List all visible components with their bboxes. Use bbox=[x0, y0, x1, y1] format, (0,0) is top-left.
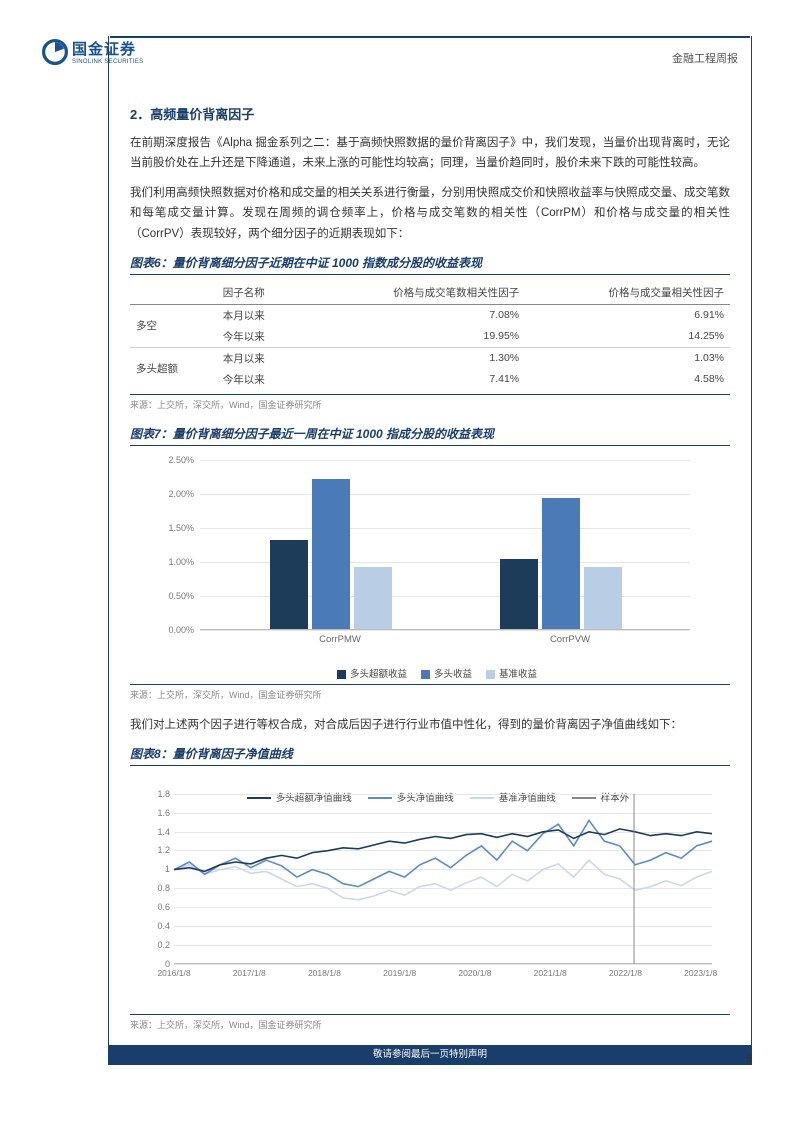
page-number: 6 bbox=[746, 1053, 752, 1065]
table-row: 今年以来19.95%14.25% bbox=[130, 326, 730, 348]
table-header bbox=[130, 281, 217, 305]
figure-7-title: 图表7：量价背离细分因子最近一周在中证 1000 指成分股的收益表现 bbox=[130, 425, 730, 446]
figure-6-source: 来源：上交所，深交所，Wind，国金证券研究所 bbox=[130, 394, 730, 411]
figure-7-chart: 0.00%0.50%1.00%1.50%2.00%2.50% CorrPMWCo… bbox=[150, 452, 710, 662]
table-row: 多空本月以来7.08%6.91% bbox=[130, 304, 730, 326]
logo-icon bbox=[42, 39, 68, 65]
bar bbox=[500, 559, 538, 628]
figure-6-table: 因子名称价格与成交笔数相关性因子价格与成交量相关性因子 多空本月以来7.08%6… bbox=[130, 281, 730, 390]
main-content: 2．高频量价背离因子 在前期深度报告《Alpha 掘金系列之二：基于高频快照数据… bbox=[130, 104, 730, 1045]
footer-disclaimer: 敬请参阅最后一页特别声明 bbox=[108, 1045, 752, 1065]
bar bbox=[354, 567, 392, 628]
paragraph-1: 在前期深度报告《Alpha 掘金系列之二：基于高频快照数据的量价背离因子》中，我… bbox=[130, 133, 730, 173]
paragraph-2: 我们利用高频快照数据对价格和成交量的相关关系进行衡量，分别用快照成交价和快照收益… bbox=[130, 183, 730, 243]
bar bbox=[584, 567, 622, 628]
paragraph-3: 我们对上述两个因子进行等权合成，对合成后因子进行行业市值中性化，得到的量价背离因… bbox=[130, 715, 730, 735]
figure-8-title: 图表8：量价背离因子净值曲线 bbox=[130, 745, 730, 766]
table-row: 今年以来7.41%4.58% bbox=[130, 369, 730, 390]
table-header: 价格与成交量相关性因子 bbox=[525, 281, 730, 305]
table-header: 因子名称 bbox=[217, 281, 304, 305]
figure-8-source: 来源：上交所，深交所，Wind，国金证券研究所 bbox=[130, 1014, 730, 1031]
figure-8-chart: 00.20.40.60.811.21.41.61.8 2016/1/82017/… bbox=[140, 790, 720, 1010]
bar bbox=[312, 479, 350, 629]
table-header: 价格与成交笔数相关性因子 bbox=[303, 281, 525, 305]
figure-7-legend: 多头超额收益多头收益基准收益 bbox=[130, 666, 730, 680]
section-title: 2．高频量价背离因子 bbox=[130, 104, 730, 123]
figure-7-source: 来源：上交所，深交所，Wind，国金证券研究所 bbox=[130, 684, 730, 701]
figure-6-title: 图表6：量价背离细分因子近期在中证 1000 指数成分股的收益表现 bbox=[130, 254, 730, 275]
table-row: 多头超额本月以来1.30%1.03% bbox=[130, 347, 730, 369]
bar bbox=[542, 498, 580, 629]
bar bbox=[270, 540, 308, 628]
